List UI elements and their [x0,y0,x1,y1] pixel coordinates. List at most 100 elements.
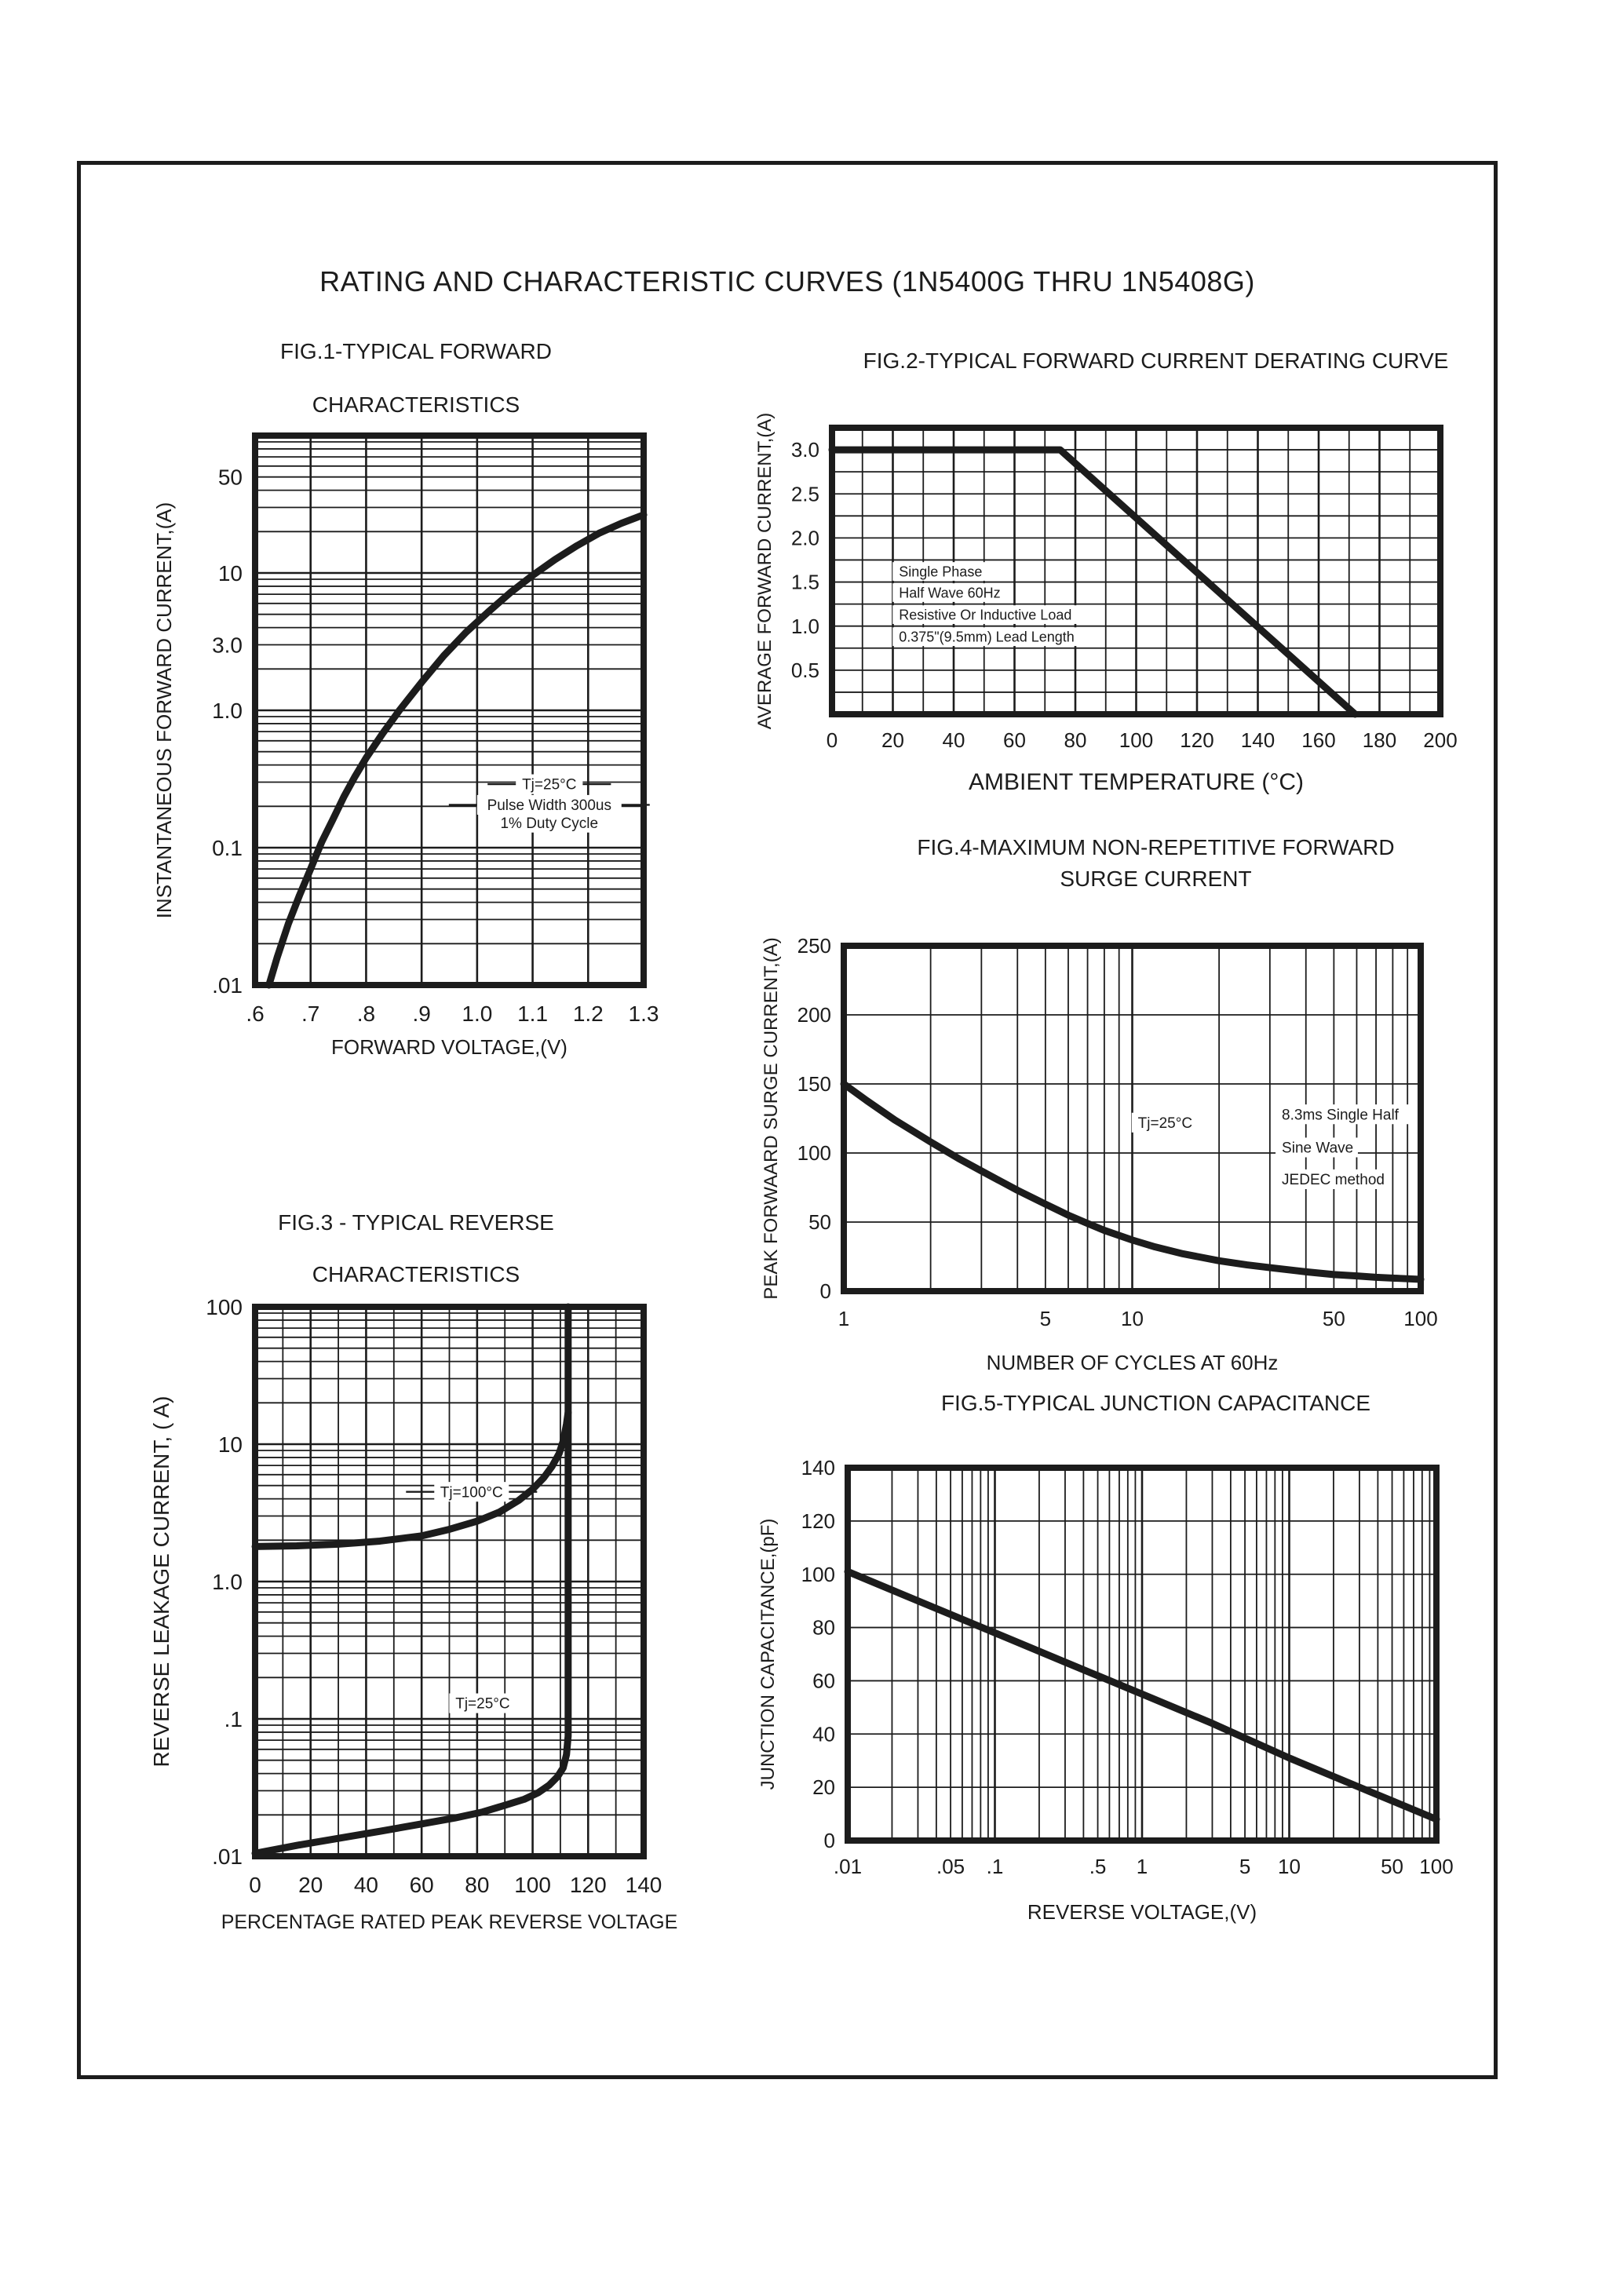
x-tick-label: 100 [1119,728,1153,752]
y-tick-label: 200 [797,1003,831,1027]
annotation-bg [434,1482,509,1502]
y-tick-label: 150 [797,1072,831,1096]
annotation-bg [892,562,994,581]
plot-border [252,432,647,988]
x-tick-label: 1.2 [573,1002,604,1026]
annotation-label: 0.375"(9.5mm) Lead Length [899,629,1075,644]
x-tick-label: 10 [1121,1307,1144,1330]
x-tick-label: 60 [1003,728,1026,752]
y-tick-label: 1.5 [791,571,819,594]
fig4-chart: Tj=25°C 8.3ms Single Half Sine Wave JEDEC m… [761,934,1438,1374]
x-tick-label: 10 [1278,1855,1301,1878]
annotation-label: Pulse Width 300us [487,797,611,814]
annotation-bg [449,1693,516,1713]
x-tick-label: 1.3 [629,1002,659,1026]
annotation-label: JEDEC method [1282,1172,1385,1188]
curve-derating-curve [828,446,1359,718]
x-tick-label: 0 [249,1873,261,1897]
x-tick-label: 80 [465,1873,489,1897]
curve-junction-capacitance [844,1567,1440,1823]
y-tick-label: 140 [801,1456,835,1480]
fig2-chart: Single Phase Half Wave 60Hz Resistive Or I… [754,413,1458,795]
x-tick-label: 140 [626,1873,662,1897]
fig3-chart: Tj=100°C Tj=25°C 0 20 40 60 80 100 120 140 100 10 1.… [149,1295,678,1933]
x-tick-label: .8 [357,1002,375,1026]
x-tick-label: 1.0 [462,1002,492,1026]
x-tick-label: 100 [1419,1855,1453,1878]
y-tick-label: .01 [212,973,243,998]
x-axis-title: PERCENTAGE RATED PEAK REVERSE VOLTAGE [221,1911,678,1933]
annotation-bg [892,605,1104,624]
y-tick-label: 20 [812,1775,835,1799]
plot-border [829,425,1443,717]
x-tick-label: 160 [1301,728,1335,752]
annotation-bg [892,583,1009,602]
curve-tj-25c [251,1303,572,1857]
page-title: RATING AND CHARACTERISTIC CURVES (1N5400… [319,265,1255,297]
x-tick-label: 5 [1040,1307,1051,1330]
x-tick-label: 100 [1403,1307,1437,1330]
curve-tj-100c [251,1409,572,1550]
y-tick-label: 50 [808,1210,831,1234]
y-tick-label: 1.0 [791,615,819,638]
y-tick-label: 10 [218,561,243,586]
y-axis-title: REVERSE LEAKAGE CURRENT, ( A) [149,1396,173,1767]
annotation-bg [476,794,622,815]
y-tick-label: 1.0 [212,699,243,723]
annotation-label: Tj=100°C [440,1484,503,1501]
y-tick-label: 100 [801,1563,835,1586]
x-tick-label: 80 [1064,728,1087,752]
y-tick-label: 0 [820,1279,831,1303]
x-tick-label: 50 [1381,1855,1403,1878]
y-tick-label: 3.0 [212,633,243,657]
curve-forward-characteristic [265,511,648,989]
x-tick-label: 50 [1323,1307,1345,1330]
annotation-bg [1275,1169,1381,1189]
annotation-label: Resistive Or Inductive Load [899,607,1071,622]
y-tick-label: 60 [812,1669,835,1693]
annotation-label: Tj=25°C [522,777,576,794]
y-tick-label: 2.0 [791,526,819,549]
fig3-title-line1: FIG.3 - TYPICAL REVERSE [278,1210,554,1235]
x-axis-title: FORWARD VOLTAGE,(V) [331,1035,567,1059]
annotation-bg [1275,1104,1421,1125]
y-tick-label: 40 [812,1722,835,1746]
fig4-title-line2: SURGE CURRENT [1060,867,1252,891]
x-tick-label: 40 [354,1873,378,1897]
y-tick-label: 3.0 [791,438,819,462]
x-tick-label: .5 [1089,1855,1107,1878]
fig1-title-line1: FIG.1-TYPICAL FORWARD [280,339,552,363]
x-tick-label: .01 [834,1855,862,1878]
plot-border [845,1465,1440,1844]
x-axis-title: REVERSE VOLTAGE,(V) [1027,1900,1257,1924]
x-tick-label: 40 [943,728,965,752]
x-tick-label: 1 [838,1307,849,1330]
plot-border [841,943,1424,1294]
annotation-label: Tj=25°C [455,1696,509,1713]
y-tick-label: 1.0 [212,1570,243,1594]
y-tick-label: 2.5 [791,482,819,505]
y-tick-label: 120 [801,1509,835,1533]
x-tick-label: .7 [301,1002,319,1026]
x-tick-label: .9 [412,1002,430,1026]
annotation-bg [516,774,583,794]
y-tick-label: 100 [206,1295,243,1319]
fig5-chart: .01 .05 .1 .5 1 5 10 50 100 0 20 40 60 80 100 120 140 REV… [757,1456,1454,1924]
page-border [77,161,1498,2079]
fig4-title-line1: FIG.4-MAXIMUM NON-REPETITIVE FORWARD [917,835,1395,859]
fig2-title: FIG.2-TYPICAL FORWARD CURRENT DERATING C… [863,348,1449,373]
x-tick-label: 0 [827,728,838,752]
x-axis-title: AMBIENT TEMPERATURE (°C) [969,769,1304,795]
x-tick-label: 1 [1137,1855,1148,1878]
x-tick-label: 20 [298,1873,323,1897]
annotation-bg [1275,1137,1358,1158]
x-tick-label: 120 [1180,728,1213,752]
y-tick-label: 0.5 [791,659,819,682]
annotation-bg [892,627,1089,647]
annotation-label: 1% Duty Cycle [500,815,598,832]
y-axis-title: INSTANTANEOUS FORWARD CURRENT,(A) [152,502,176,919]
y-axis-title: JUNCTION CAPACITANCE,(pF) [757,1519,779,1790]
annotation-bg [1131,1112,1199,1133]
plot-border [252,1304,647,1859]
